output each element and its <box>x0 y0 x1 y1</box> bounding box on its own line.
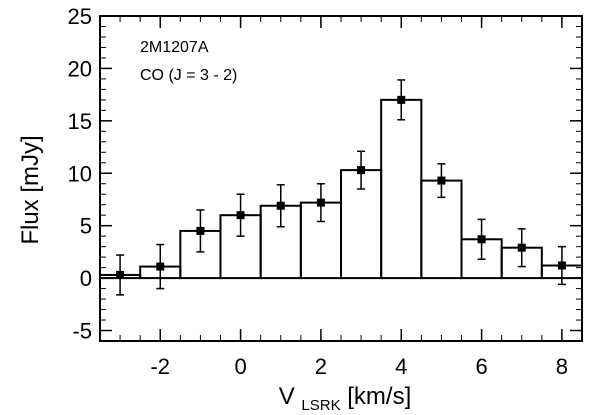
y-tick-label: 10 <box>68 161 92 186</box>
data-point <box>196 226 205 235</box>
x-tick-label: 8 <box>556 354 568 379</box>
data-point <box>357 166 366 175</box>
axis-ticks <box>100 15 582 342</box>
data-point <box>557 261 566 270</box>
data-point <box>116 270 125 279</box>
data-point <box>236 211 245 220</box>
data-point <box>156 262 165 271</box>
annotation-line: CO (J = 3 - 2) <box>140 67 237 84</box>
y-tick-label: 25 <box>68 4 92 29</box>
data-point <box>276 201 285 210</box>
data-point <box>437 176 446 185</box>
data-point <box>316 198 325 207</box>
x-tick-label: 0 <box>234 354 246 379</box>
x-tick-label: 2 <box>315 354 327 379</box>
tick-labels: -2 0 2 4 6 8 -5 0 5 10 15 20 25 <box>68 4 569 379</box>
x-tick-label: 4 <box>395 354 407 379</box>
data-point <box>397 95 406 104</box>
y-tick-label: 20 <box>68 56 92 81</box>
x-tick-label: -2 <box>150 354 170 379</box>
plot-area <box>99 15 583 342</box>
x-tick-label: 6 <box>475 354 487 379</box>
data-point <box>477 235 486 244</box>
data-point <box>517 243 526 252</box>
x-axis-title-subscript: LSRK <box>301 397 340 414</box>
x-axis-title-unit: [km/s] <box>347 383 411 410</box>
y-tick-label: 5 <box>80 214 92 239</box>
bar <box>380 98 423 280</box>
x-axis-title-main: V <box>279 383 295 410</box>
annotation-object: 2M1207A <box>140 39 209 56</box>
y-axis-title: Flux [mJy] <box>17 135 44 244</box>
y-tick-label: 0 <box>80 266 92 291</box>
y-tick-label: 15 <box>68 109 92 134</box>
y-tick-label: -5 <box>72 319 92 344</box>
x-axis-title: V LSRK [km/s] <box>279 383 412 415</box>
